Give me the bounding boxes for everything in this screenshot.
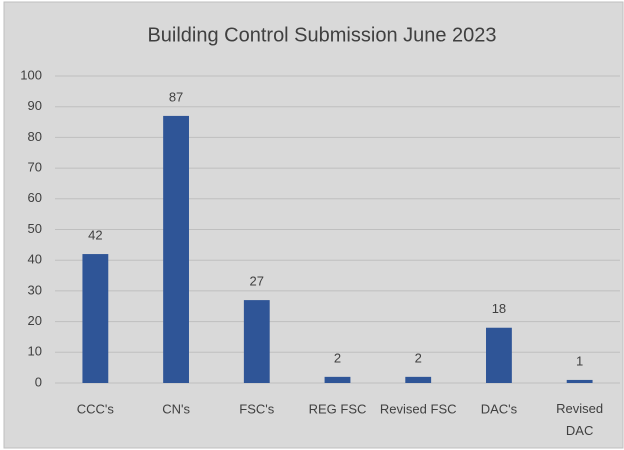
data-label: 87	[169, 89, 183, 104]
x-tick-label: REG FSC	[309, 401, 367, 416]
bar	[82, 254, 109, 383]
chart-title: Building Control Submission June 2023	[147, 24, 496, 46]
bar	[405, 376, 432, 383]
y-tick-label: 80	[28, 129, 42, 144]
y-tick-label: 90	[28, 98, 42, 113]
y-tick-label: 50	[28, 221, 42, 236]
y-tick-label: 60	[28, 190, 42, 205]
y-tick-label: 30	[28, 282, 42, 297]
data-label: 2	[415, 350, 422, 365]
bar	[243, 300, 270, 383]
y-tick-label: 100	[20, 67, 42, 82]
y-tick-label: 20	[28, 313, 42, 328]
bar	[566, 379, 593, 383]
data-label: 2	[334, 350, 341, 365]
x-tick-label: CCC's	[77, 401, 115, 416]
y-tick-label: 70	[28, 160, 42, 175]
x-tick-label: CN's	[162, 401, 190, 416]
x-tick-label: Revised DAC	[556, 401, 603, 438]
bar	[486, 327, 512, 383]
bar	[163, 115, 189, 383]
x-tick-label: Revised FSC	[380, 401, 457, 416]
data-label: 42	[88, 227, 102, 242]
y-tick-label: 0	[35, 374, 42, 389]
data-label: 18	[492, 301, 506, 316]
data-label: 1	[576, 353, 583, 368]
bar	[324, 376, 351, 383]
x-tick-label: FSC's	[239, 401, 274, 416]
y-tick-label: 10	[28, 344, 42, 359]
y-tick-label: 40	[28, 252, 42, 267]
x-tick-label: DAC's	[481, 401, 518, 416]
data-label: 27	[250, 274, 264, 289]
